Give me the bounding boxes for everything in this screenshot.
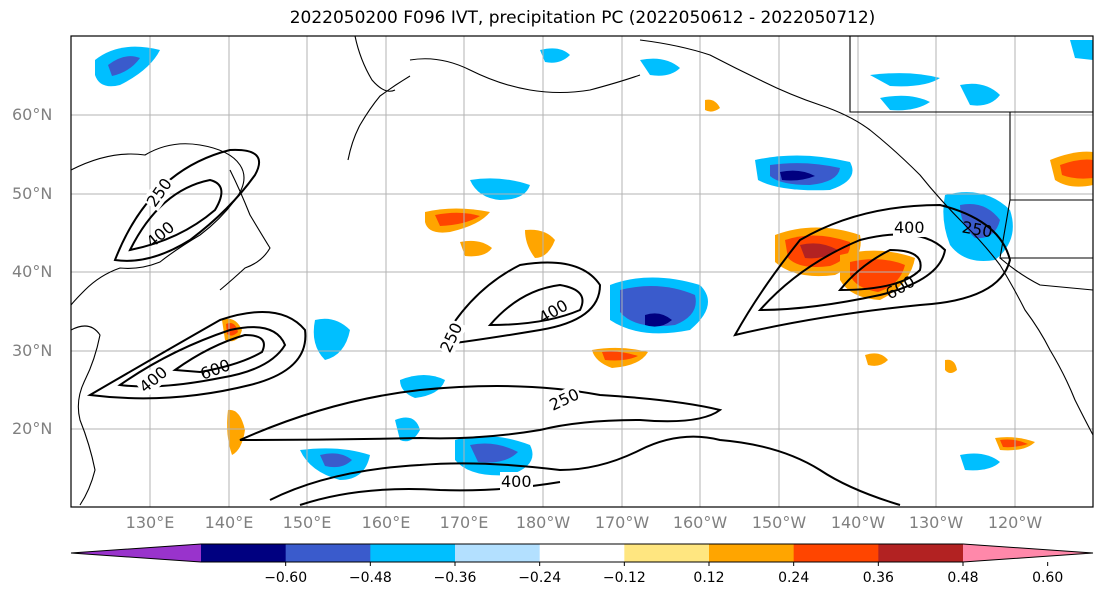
colorbar-tick-label: 0.12 bbox=[693, 570, 725, 586]
colorbar-tick-label: −0.12 bbox=[602, 570, 646, 586]
lon-label: 130°W bbox=[908, 513, 964, 532]
precip-neg-region bbox=[470, 443, 518, 463]
gridlines bbox=[71, 36, 1093, 507]
colorbar-outline bbox=[70, 543, 1094, 563]
lon-label: 120°W bbox=[987, 513, 1043, 532]
colorbar-segment bbox=[793, 544, 879, 562]
colorbar-tick-label: 0.48 bbox=[947, 570, 979, 586]
colorbar-segment bbox=[201, 544, 287, 562]
precip-neg-region bbox=[880, 95, 930, 111]
lon-label: 170°W bbox=[594, 513, 650, 532]
figure-title: 2022050200 F096 IVT, precipitation PC (2… bbox=[289, 8, 876, 28]
colorbar-tick-label: −0.24 bbox=[518, 570, 562, 586]
colorbar-segment bbox=[624, 544, 710, 562]
lat-label: 50°N bbox=[12, 184, 53, 203]
colorbar-extend-min bbox=[71, 544, 201, 562]
colorbar-tick-label: −0.60 bbox=[264, 570, 308, 586]
lat-label: 40°N bbox=[12, 262, 53, 281]
precip-pos-region bbox=[227, 409, 245, 455]
colorbar-tick-label: 0.60 bbox=[1032, 570, 1064, 586]
lon-label: 160°W bbox=[672, 513, 728, 532]
precip-pos-region bbox=[945, 359, 957, 373]
colorbar-tick-label: −0.36 bbox=[433, 570, 477, 586]
lon-label: 170°E bbox=[439, 513, 489, 532]
precip-pos-region bbox=[525, 229, 555, 258]
map-frame bbox=[70, 35, 1094, 508]
precip-pos-region bbox=[460, 240, 492, 257]
lon-label: 140°W bbox=[830, 513, 886, 532]
precip-pos-region bbox=[1060, 159, 1093, 179]
lat-label: 20°N bbox=[12, 419, 53, 438]
precip-neg-region bbox=[400, 375, 445, 398]
lon-label: 130°E bbox=[125, 513, 175, 532]
precip-pos-region bbox=[435, 212, 480, 226]
precip-pos-region bbox=[602, 351, 638, 361]
precip-pos-region bbox=[1000, 439, 1028, 448]
colorbar-tick-label: 0.24 bbox=[778, 570, 810, 586]
lon-label: 180°W bbox=[515, 513, 571, 532]
colorbar-extend-max bbox=[963, 544, 1093, 562]
precip-neg-region bbox=[313, 318, 350, 360]
colorbar-segment bbox=[455, 544, 541, 562]
colorbar-segment bbox=[370, 544, 456, 562]
precip-neg-region bbox=[108, 56, 140, 76]
precip-neg-region bbox=[470, 178, 530, 200]
lon-label: 150°W bbox=[751, 513, 807, 532]
precip-neg-region bbox=[540, 48, 570, 63]
colorbar-tick-label: −0.48 bbox=[348, 570, 392, 586]
precip-pos-region bbox=[705, 99, 720, 112]
lon-label: 160°E bbox=[361, 513, 411, 532]
contour-label: 400 bbox=[893, 218, 926, 237]
colorbar-segment bbox=[285, 544, 371, 562]
lon-label: 150°E bbox=[282, 513, 332, 532]
lon-label: 140°E bbox=[204, 513, 254, 532]
precip-neg-region bbox=[960, 83, 1000, 106]
colorbar-tick-label: 0.36 bbox=[862, 570, 894, 586]
precip-neg-region bbox=[870, 73, 940, 87]
contour-label: 400 bbox=[500, 472, 533, 491]
coastlines bbox=[70, 35, 1094, 506]
precip-pos-region bbox=[865, 353, 888, 366]
lat-label: 60°N bbox=[12, 105, 53, 124]
precip-neg-region bbox=[780, 170, 815, 181]
precip-neg-region bbox=[1070, 40, 1093, 60]
precip-neg-region bbox=[640, 58, 680, 76]
colorbar-segment bbox=[709, 544, 795, 562]
colorbar-segment bbox=[878, 544, 964, 562]
precip-neg-region bbox=[645, 313, 672, 327]
precip-neg-region bbox=[960, 453, 1000, 471]
precip-neg-region bbox=[320, 453, 352, 468]
lat-label: 30°N bbox=[12, 341, 53, 360]
colorbar-segment bbox=[539, 544, 625, 562]
precip-neg-region bbox=[620, 286, 696, 327]
